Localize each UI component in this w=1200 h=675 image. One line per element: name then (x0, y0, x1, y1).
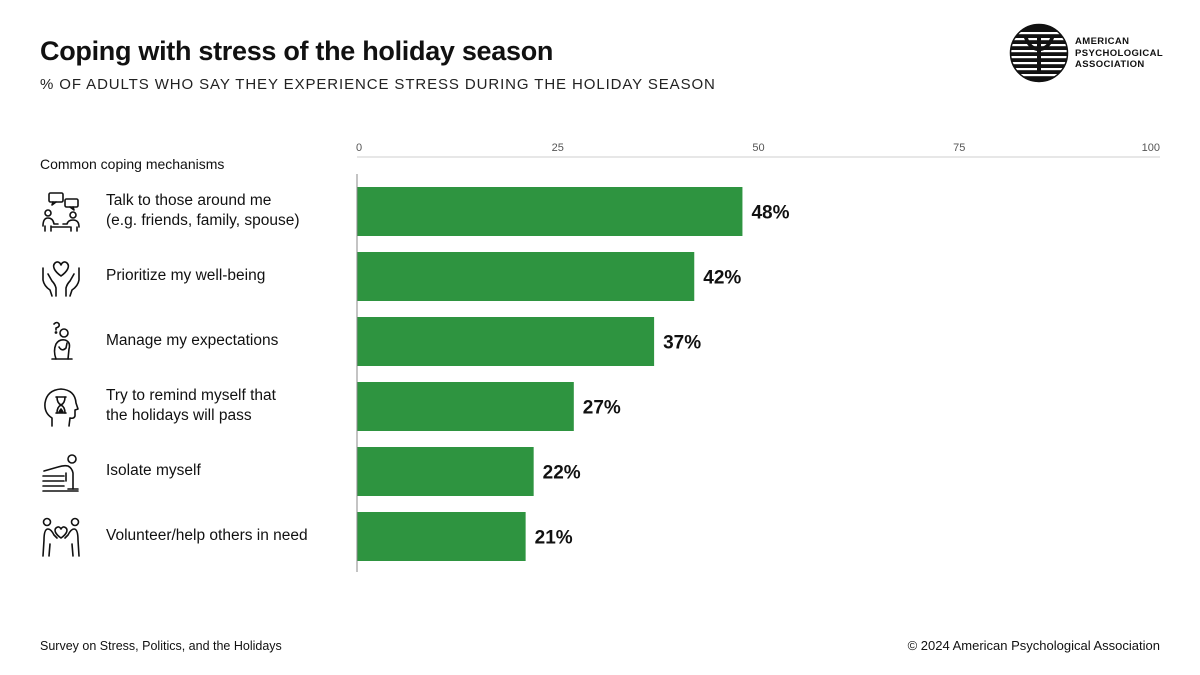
logo-line: PSYCHOLOGICAL (1075, 47, 1164, 59)
bar (357, 512, 526, 561)
logo-line: AMERICAN (1075, 36, 1130, 47)
apa-logo-icon (1009, 23, 1069, 83)
bar-value-label: 22% (543, 463, 581, 484)
head-hourglass-icon (44, 388, 79, 427)
helping-people-icon (42, 517, 80, 557)
category-label: Manage my expectations (106, 332, 279, 349)
bar-value-label: 21% (535, 528, 573, 549)
footer-copyright: © 2024 American Psychological Associatio… (907, 638, 1160, 653)
category-label: Isolate myself (106, 462, 201, 479)
bar (357, 317, 655, 366)
chart-subtitle: % OF ADULTS WHO SAY THEY EXPERIENCE STRE… (40, 76, 716, 93)
bar-value-label: 37% (663, 333, 701, 354)
category-label: Prioritize my well-being (106, 267, 266, 284)
bar (357, 252, 695, 301)
category-label: Talk to those around me (e.g. friends, f… (106, 192, 300, 229)
bar-value-label: 27% (583, 398, 621, 419)
category-row: Manage my expectations (40, 316, 350, 366)
x-tick-label: 0 (356, 142, 362, 154)
person-in-bed-icon (42, 454, 79, 492)
category-label: Volunteer/help others in need (106, 527, 308, 544)
bar (357, 187, 743, 236)
logo-wordmark: AMERICAN PSYCHOLOGICAL ASSOCIATION (1075, 36, 1163, 71)
category-row: Isolate myself (40, 446, 350, 496)
category-row: Try to remind myself that the holidays w… (40, 381, 350, 431)
heart-hands-icon (42, 261, 80, 297)
x-tick-label: 75 (953, 142, 965, 154)
section-label: Common coping mechanisms (40, 156, 225, 172)
bar (357, 447, 534, 496)
category-row: Prioritize my well-being (40, 251, 350, 301)
footer-source: Survey on Stress, Politics, and the Holi… (40, 639, 282, 653)
thinking-person-icon (51, 321, 73, 360)
category-row: Talk to those around me (e.g. friends, f… (40, 186, 350, 236)
logo-line: ASSOCIATION (1075, 59, 1145, 70)
x-tick-label: 25 (552, 142, 564, 154)
bar-value-label: 48% (751, 203, 789, 224)
conversation-icon (42, 192, 80, 232)
bar (357, 382, 574, 431)
category-row: Volunteer/help others in need (40, 511, 350, 561)
category-label: Try to remind myself that the holidays w… (106, 387, 276, 424)
bar-value-label: 42% (703, 268, 741, 289)
chart-title: Coping with stress of the holiday season (40, 36, 554, 66)
x-tick-label: 50 (752, 142, 764, 154)
x-tick-label: 100 (1142, 142, 1160, 154)
